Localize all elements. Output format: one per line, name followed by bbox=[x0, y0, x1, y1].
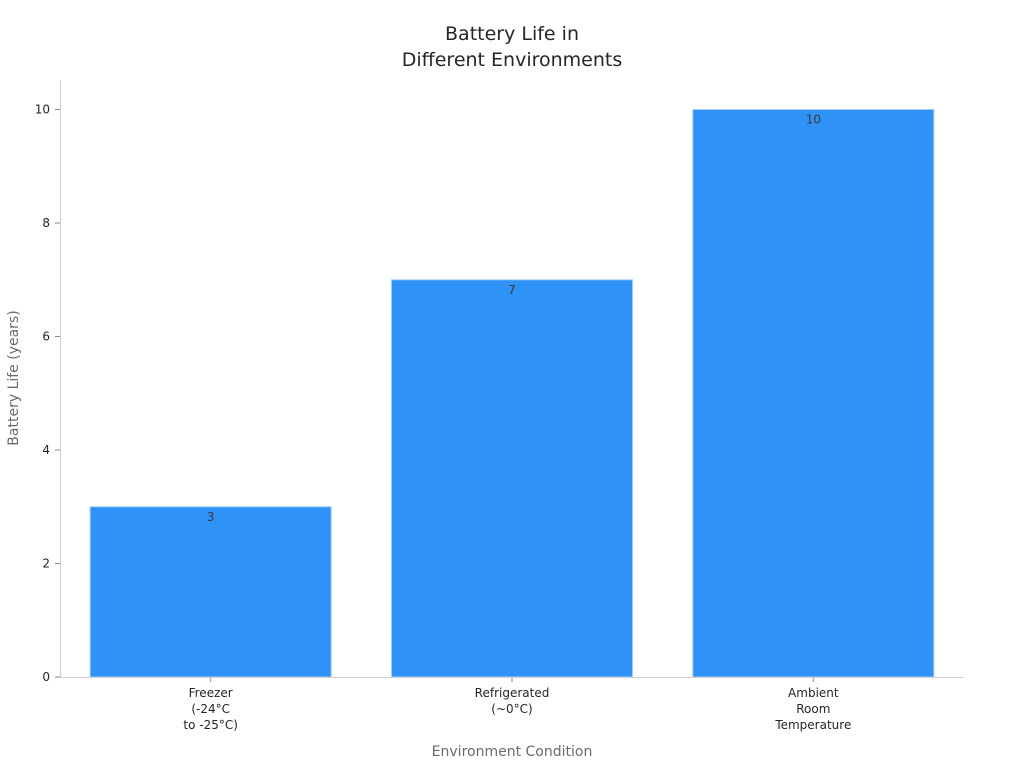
y-tick-label-3: 6 bbox=[42, 330, 50, 344]
y-tick-label-1: 2 bbox=[42, 557, 50, 571]
bar-2 bbox=[692, 109, 935, 678]
y-tick-label-0: 0 bbox=[42, 670, 50, 684]
bar-1 bbox=[390, 279, 634, 678]
x-tick-label-line: Ambient bbox=[788, 686, 839, 700]
x-tick-label-line: Room bbox=[796, 702, 830, 716]
x-tick-label-0: Freezer (-24°C to -25°C) bbox=[183, 686, 238, 732]
x-tick-label-2: Ambient Room Temperature bbox=[774, 686, 851, 732]
y-tick-label-5: 10 bbox=[35, 103, 50, 117]
bar-value-label-2: 10 bbox=[806, 113, 821, 127]
y-axis-title: Battery Life (years) bbox=[6, 310, 22, 445]
x-tick-label-line: Temperature bbox=[774, 718, 851, 732]
y-tick-label-2: 4 bbox=[42, 443, 50, 457]
y-axis-ticks: 0 2 4 6 8 10 bbox=[35, 103, 60, 684]
x-axis-ticks: Freezer (-24°C to -25°C) Refrigerated (~0°C)… bbox=[183, 677, 851, 732]
y-tick-label-4: 8 bbox=[42, 216, 50, 230]
bar-value-label-1: 7 bbox=[508, 283, 516, 297]
bar-labels-layer: 3 7 10 bbox=[207, 113, 821, 524]
x-tick-label-line: Refrigerated bbox=[475, 686, 550, 700]
x-axis-title: Environment Condition bbox=[432, 744, 593, 760]
bar-0 bbox=[89, 506, 332, 678]
x-tick-label-line: (-24°C bbox=[191, 702, 230, 716]
x-tick-label-line: to -25°C) bbox=[183, 718, 238, 732]
x-tick-label-1: Refrigerated (~0°C) bbox=[475, 686, 550, 716]
x-tick-label-line: (~0°C) bbox=[491, 702, 532, 716]
bars-layer bbox=[89, 109, 935, 678]
bar-value-label-0: 3 bbox=[207, 510, 215, 524]
chart-title-line-2: Different Environments bbox=[402, 49, 623, 71]
chart-title-line-1: Battery Life in bbox=[445, 23, 579, 45]
x-tick-label-line: Freezer bbox=[189, 686, 233, 700]
